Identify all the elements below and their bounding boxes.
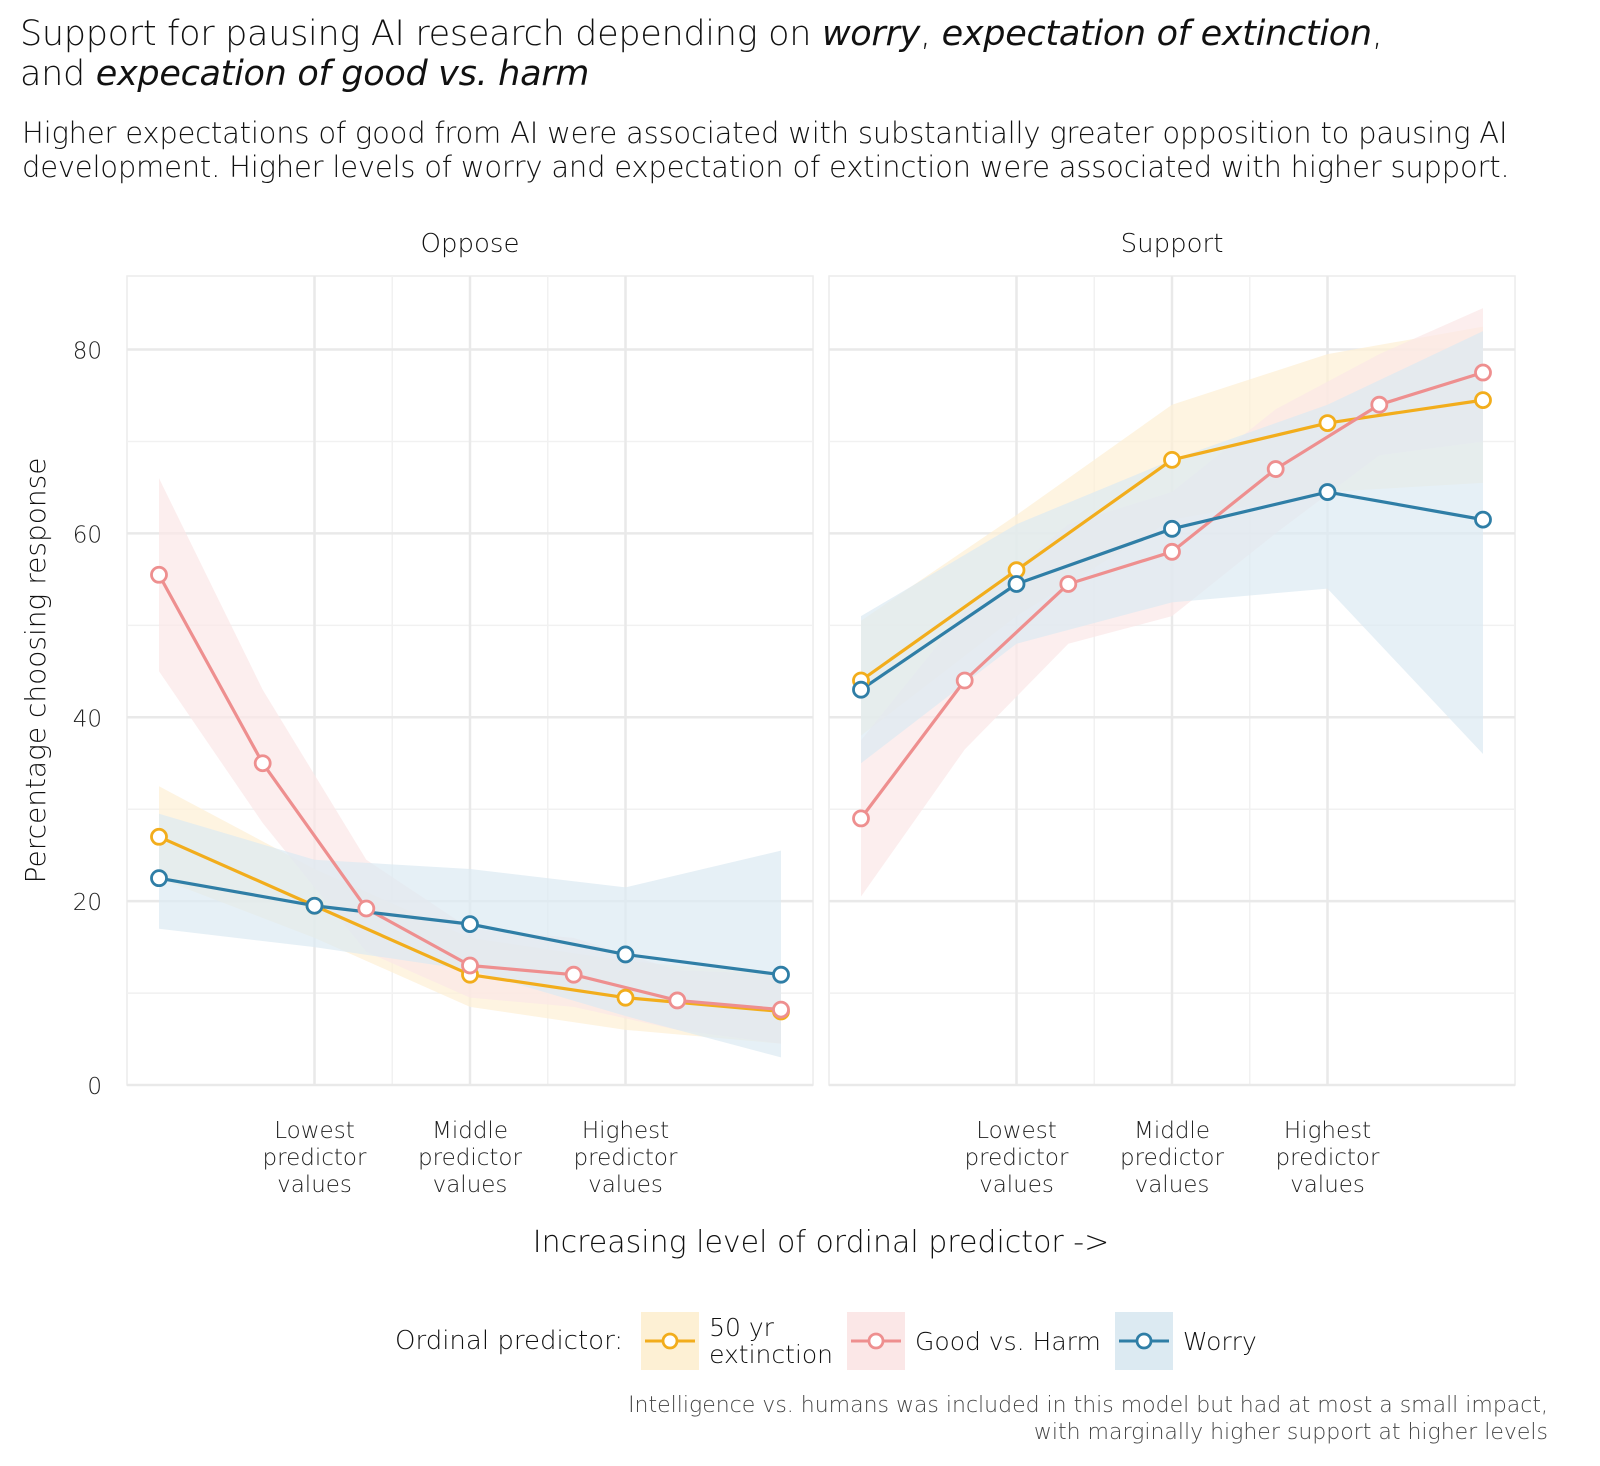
title-text: , <box>1371 14 1383 54</box>
y-tick-label: 20 <box>73 890 102 916</box>
legend-key-worry <box>1114 1312 1173 1370</box>
caption-line: Intelligence vs. humans was included in … <box>628 1393 1548 1418</box>
data-point <box>564 965 583 984</box>
facet-panel-support: Support Lowest predictor values Middle predic… <box>828 229 1516 1198</box>
title-text-italic: worry <box>821 14 920 54</box>
x-tick-label: Lowest predictor values <box>965 1118 1069 1198</box>
y-tick-label: 60 <box>73 522 102 548</box>
title-text-italic: expectation of extinction <box>941 14 1372 54</box>
legend-key-extinction <box>641 1312 700 1370</box>
legend-key-glyph <box>1118 1332 1169 1350</box>
data-point <box>852 809 870 828</box>
data-point <box>357 899 376 918</box>
data-point <box>1007 575 1026 593</box>
data-point <box>616 988 635 1007</box>
data-point <box>1059 575 1078 593</box>
y-axis-title: Percentage choosing response <box>19 458 52 884</box>
legend-item-worry: Worry <box>1114 1312 1257 1370</box>
facet-label: Support <box>1121 229 1224 259</box>
y-tick-label: 40 <box>73 706 102 732</box>
data-point <box>1163 519 1181 538</box>
data-point <box>1266 460 1285 478</box>
data-point <box>461 956 479 975</box>
legend-key-good-vs-harm <box>847 1312 906 1370</box>
data-point <box>955 671 974 690</box>
legend-label: Good vs. Harm <box>915 1326 1101 1356</box>
y-tick-label: 0 <box>87 1074 102 1100</box>
x-axis-title: Increasing level of ordinal predictor -> <box>533 1225 1110 1260</box>
title-text: , <box>920 14 942 54</box>
legend-key-point <box>867 1332 885 1350</box>
legend-item-good-vs-harm: Good vs. Harm <box>847 1312 1101 1370</box>
data-point <box>852 680 870 699</box>
title-text-italic: expecation of good vs. harm <box>95 54 590 94</box>
x-tick-label: Highest predictor values <box>574 1118 678 1198</box>
data-point <box>1474 510 1492 529</box>
title-text: and <box>20 54 96 94</box>
legend-key-glyph <box>851 1332 902 1350</box>
y-tick-label: 80 <box>73 339 102 365</box>
legend-key-point <box>661 1332 679 1350</box>
legend: Ordinal predictor: 50 yr extinction Good… <box>395 1308 1271 1374</box>
data-point <box>616 945 635 964</box>
legend-title: Ordinal predictor: <box>395 1326 624 1356</box>
data-point <box>772 965 790 984</box>
chart-title: Support for pausing AI research dependin… <box>20 14 1383 94</box>
legend-key-glyph <box>645 1332 696 1350</box>
data-point <box>150 827 168 846</box>
data-point <box>1318 414 1337 432</box>
data-point <box>150 565 168 584</box>
data-point <box>305 896 324 915</box>
legend-key-point <box>1135 1332 1153 1350</box>
data-point <box>1370 395 1389 414</box>
data-point <box>1163 450 1181 469</box>
caption-line: with marginally higher support at higher… <box>1033 1420 1548 1445</box>
x-tick-label: Middle predictor values <box>418 1118 522 1198</box>
facet-panel-oppose: Oppose Lowest predictor values Middle predict… <box>126 229 814 1198</box>
data-point <box>1163 542 1181 561</box>
data-point <box>1474 391 1492 410</box>
chart-subtitle: Higher expectations of good from AI were… <box>22 116 1510 184</box>
data-point <box>253 754 272 773</box>
x-tick-label: Middle predictor values <box>1120 1118 1224 1198</box>
legend-item-extinction: 50 yr extinction <box>641 1312 833 1370</box>
x-tick-label: Lowest predictor values <box>263 1118 367 1198</box>
data-point <box>461 915 479 934</box>
x-tick-label: Highest predictor values <box>1276 1118 1380 1198</box>
chart-caption: Intelligence vs. humans was included in … <box>628 1392 1548 1446</box>
title-text: Support for pausing AI research dependin… <box>20 14 822 54</box>
chart-plot: Oppose Lowest predictor values Middle predict… <box>19 229 1516 1260</box>
legend-label: 50 yr extinction <box>709 1313 834 1369</box>
facet-label: Oppose <box>421 229 520 259</box>
data-point <box>1474 363 1492 382</box>
legend-label: Worry <box>1182 1326 1257 1356</box>
data-point <box>150 869 168 888</box>
data-point <box>668 991 687 1010</box>
data-point <box>772 1000 790 1019</box>
data-point <box>1318 483 1337 501</box>
